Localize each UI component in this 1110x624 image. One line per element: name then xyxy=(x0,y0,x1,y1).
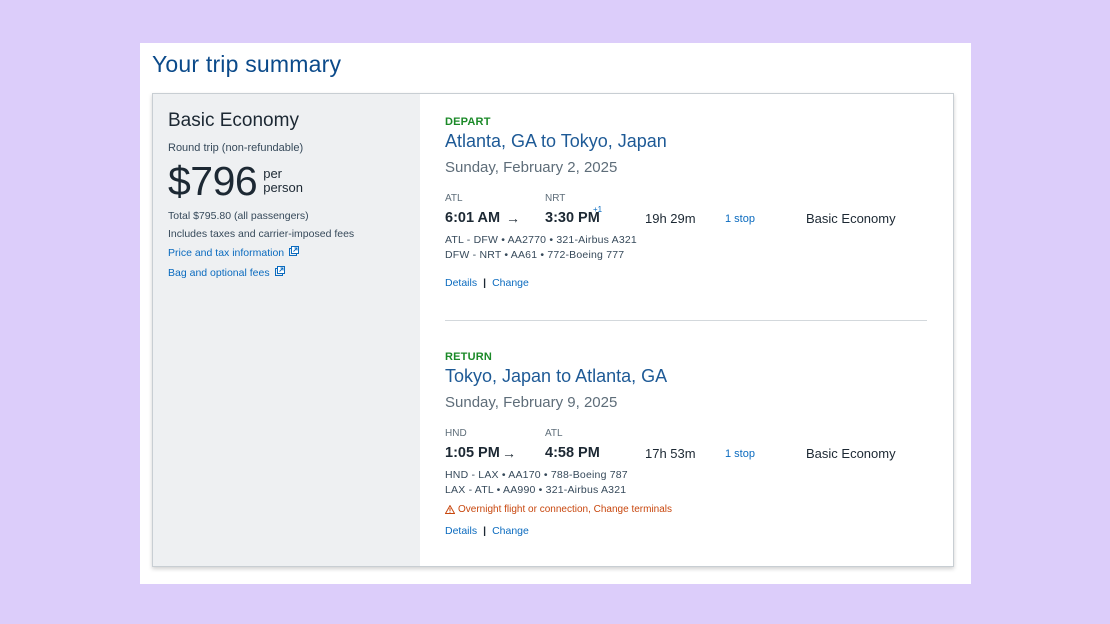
details-link[interactable]: Details xyxy=(445,525,478,537)
leg-info: DFW - NRT • AA61 • 772-Boeing 777 xyxy=(445,249,625,261)
origin-code: ATL xyxy=(445,193,463,204)
cabin-class: Basic Economy xyxy=(806,446,896,461)
return-airport-codes: HND ATL xyxy=(445,428,927,442)
depart-actions: Details | Change xyxy=(445,277,927,289)
external-link-icon xyxy=(274,266,285,279)
fare-summary: Basic Economy Round trip (non-refundable… xyxy=(153,94,420,566)
return-date: Sunday, February 9, 2025 xyxy=(445,394,618,411)
fare-name: Basic Economy xyxy=(168,110,299,131)
overnight-warning: Overnight flight or connection, Change t… xyxy=(445,504,927,515)
destination-code: ATL xyxy=(545,428,563,439)
price-row: $796 per person xyxy=(168,158,405,204)
arrow-right-icon: → xyxy=(502,445,516,461)
flight-duration: 17h 53m xyxy=(645,446,696,461)
depart-route: Atlanta, GA to Tokyo, Japan xyxy=(445,131,667,151)
segment-divider xyxy=(445,320,927,321)
leg-info: HND - LAX • AA170 • 788-Boeing 787 xyxy=(445,469,628,481)
leg-info: ATL - DFW • AA2770 • 321-Airbus A321 xyxy=(445,234,637,246)
trip-summary-card: Basic Economy Round trip (non-refundable… xyxy=(152,93,954,567)
warning-icon xyxy=(445,505,455,514)
depart-label: DEPART xyxy=(445,116,491,128)
fare-type: Round trip (non-refundable) xyxy=(168,142,304,154)
return-actions: Details | Change xyxy=(445,525,927,537)
depart-times-row: 6:01 AM → 3:30 PM +1 19h 29m 1 stop Basi… xyxy=(445,205,927,230)
arrival-time: 4:58 PM xyxy=(545,445,600,461)
return-label: RETURN xyxy=(445,351,493,363)
bag-fees-link[interactable]: Bag and optional fees xyxy=(168,266,405,279)
return-legs: HND - LAX • AA170 • 788-Boeing 787 LAX -… xyxy=(445,468,927,498)
per-person-label: per person xyxy=(263,166,303,195)
separator: | xyxy=(483,277,487,289)
external-link-icon xyxy=(289,246,300,259)
fare-total: Total $795.80 (all passengers) xyxy=(168,210,309,222)
depart-airport-codes: ATL NRT xyxy=(445,193,927,207)
day-offset: +1 xyxy=(593,205,603,214)
flights-section: DEPART Atlanta, GA to Tokyo, Japan Sunda… xyxy=(420,94,953,566)
cabin-class: Basic Economy xyxy=(806,211,896,226)
departure-time: 1:05 PM xyxy=(445,445,500,461)
separator: | xyxy=(483,525,487,537)
page-title: Your trip summary xyxy=(152,51,342,77)
return-segment: RETURN Tokyo, Japan to Atlanta, GA Sunda… xyxy=(445,351,927,537)
stops-link[interactable]: 1 stop xyxy=(725,448,755,460)
trip-summary-panel: Your trip summary Basic Economy Round tr… xyxy=(140,43,971,584)
leg-info: LAX - ATL • AA990 • 321-Airbus A321 xyxy=(445,484,627,496)
change-link[interactable]: Change xyxy=(492,525,529,537)
price-tax-info-link[interactable]: Price and tax information xyxy=(168,246,405,259)
details-link[interactable]: Details xyxy=(445,277,478,289)
departure-time: 6:01 AM xyxy=(445,210,501,226)
return-route: Tokyo, Japan to Atlanta, GA xyxy=(445,366,668,386)
fare-includes: Includes taxes and carrier-imposed fees xyxy=(168,228,355,240)
arrow-right-icon: → xyxy=(506,210,520,226)
arrival-time: 3:30 PM xyxy=(545,210,600,226)
destination-code: NRT xyxy=(545,193,566,204)
depart-segment: DEPART Atlanta, GA to Tokyo, Japan Sunda… xyxy=(445,116,927,289)
flight-duration: 19h 29m xyxy=(645,211,696,226)
stops-link[interactable]: 1 stop xyxy=(725,213,755,225)
depart-legs: ATL - DFW • AA2770 • 321-Airbus A321 DFW… xyxy=(445,233,927,263)
origin-code: HND xyxy=(445,428,467,439)
depart-date: Sunday, February 2, 2025 xyxy=(445,159,618,176)
return-times-row: 1:05 PM → 4:58 PM 17h 53m 1 stop Basic E… xyxy=(445,445,927,465)
change-link[interactable]: Change xyxy=(492,277,529,289)
fare-price: $796 xyxy=(168,158,258,204)
